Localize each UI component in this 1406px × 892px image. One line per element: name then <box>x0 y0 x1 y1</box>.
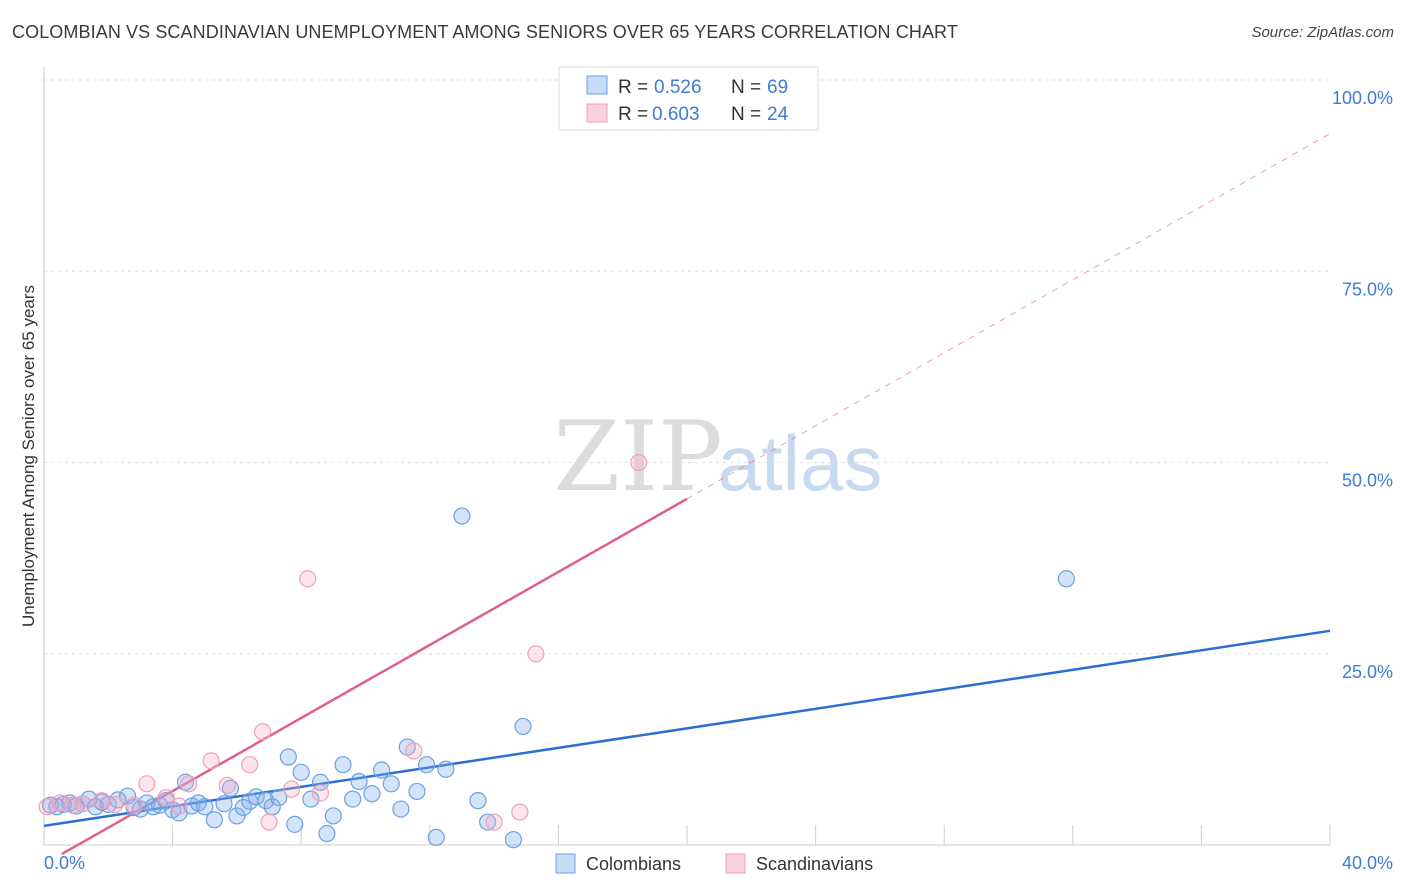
y-tick-label: 75.0% <box>1342 279 1393 299</box>
legend-swatch-scandinavians <box>725 853 746 874</box>
trend-line-colombians <box>43 629 1331 828</box>
y-tick-label: 50.0% <box>1342 471 1393 491</box>
chart-title: COLOMBIAN VS SCANDINAVIAN UNEMPLOYMENT A… <box>12 22 958 42</box>
point-colombians <box>302 790 320 808</box>
stats-swatch-scandinavians <box>586 103 608 123</box>
point-scandinavians <box>138 775 156 793</box>
point-scandinavians <box>282 780 301 798</box>
point-colombians <box>363 785 381 803</box>
stats-r-value-2: 0.603 <box>652 104 700 125</box>
point-colombians <box>469 792 487 810</box>
point-scandinavians <box>511 803 529 821</box>
point-colombians <box>234 798 252 817</box>
point-colombians <box>334 756 352 774</box>
trend-line-scandinavians <box>61 497 688 856</box>
trend-line-scandinavians-extrapolated <box>686 133 1331 500</box>
stats-n-value-2: 24 <box>767 104 789 125</box>
watermark: ZIP atlas <box>553 401 882 513</box>
point-scandinavians <box>485 813 503 831</box>
point-scandinavians <box>51 794 69 812</box>
point-colombians <box>344 790 362 808</box>
grid: 25.0% 50.0% 75.0% 100.0% <box>44 79 1393 682</box>
point-scandinavians <box>73 795 92 813</box>
source-label: Source: ZipAtlas.com <box>1251 24 1394 41</box>
point-colombians <box>417 756 436 774</box>
point-scandinavians <box>157 788 175 807</box>
point-scandinavians <box>106 795 124 814</box>
point-scandinavians <box>125 796 143 814</box>
point-scandinavians <box>218 776 236 794</box>
legend-label-colombians: Colombians <box>586 854 681 874</box>
point-colombians <box>504 831 522 849</box>
legend-swatch-colombians <box>555 853 576 874</box>
point-colombians <box>382 775 400 793</box>
point-colombians <box>257 792 275 810</box>
point-colombians <box>408 782 426 801</box>
point-colombians <box>286 815 304 833</box>
point-colombians <box>196 798 214 816</box>
point-colombians <box>427 828 445 846</box>
point-colombians <box>205 811 223 829</box>
stats-r-value-1: 0.526 <box>654 77 702 98</box>
point-scandinavians <box>527 645 545 663</box>
watermark-zip: ZIP <box>553 401 722 513</box>
stats-swatch-colombians <box>586 75 608 95</box>
point-scandinavians <box>254 723 272 741</box>
point-scandinavians <box>311 784 330 802</box>
axes: 0.0% 40.0% <box>43 67 1393 873</box>
point-colombians <box>292 763 310 781</box>
point-colombians <box>221 779 240 797</box>
point-scandinavians <box>38 798 56 816</box>
stats-n-value-1: 69 <box>767 77 788 98</box>
point-colombians <box>215 795 233 813</box>
point-colombians <box>453 507 471 525</box>
point-colombians <box>479 813 497 831</box>
point-colombians <box>318 824 336 843</box>
point-colombians <box>372 761 391 779</box>
point-colombians <box>1057 570 1075 588</box>
point-scandinavians <box>241 756 259 774</box>
point-colombians <box>270 788 288 807</box>
point-colombians <box>350 772 368 791</box>
trend-lines <box>43 133 1331 856</box>
point-colombians <box>324 807 342 825</box>
stats-n-label-1: N = <box>731 77 761 98</box>
point-colombians <box>437 760 455 778</box>
point-colombians <box>514 717 532 736</box>
point-colombians <box>279 748 297 766</box>
point-scandinavians <box>405 742 423 760</box>
point-scandinavians <box>170 797 188 815</box>
point-colombians <box>247 788 265 806</box>
series-legend: Colombians Scandinavians <box>555 853 873 874</box>
x-tick-label: 40.0% <box>1342 853 1393 873</box>
stats-r-label-2: R = <box>618 104 648 125</box>
point-scandinavians <box>93 792 111 810</box>
stats-legend: R = 0.526 N = 69 R = 0.603 N = 24 <box>558 66 819 131</box>
legend-label-scandinavians: Scandinavians <box>756 854 873 874</box>
y-tick-label: 25.0% <box>1342 662 1393 682</box>
y-axis-label: Unemployment Among Seniors over 65 years <box>19 285 38 627</box>
stats-r-label-1: R = <box>618 77 648 98</box>
x-tick-label: 0.0% <box>44 853 85 873</box>
point-scandinavians <box>630 453 648 472</box>
point-scandinavians <box>299 570 317 588</box>
y-tick-label: 100.0% <box>1332 88 1393 108</box>
point-colombians <box>392 800 410 818</box>
point-scandinavians <box>260 813 278 831</box>
point-scandinavians <box>180 775 198 793</box>
point-scandinavians <box>202 752 220 770</box>
stats-n-label-2: N = <box>731 104 761 125</box>
data-points <box>38 71 1075 849</box>
